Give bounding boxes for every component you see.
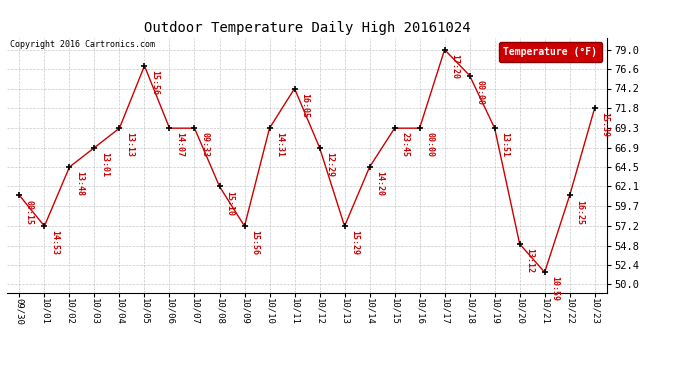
Text: 10:59: 10:59 bbox=[550, 276, 559, 302]
Text: 12:29: 12:29 bbox=[325, 152, 334, 177]
Text: 15:56: 15:56 bbox=[150, 70, 159, 95]
Text: 16:05: 16:05 bbox=[300, 93, 309, 118]
Text: 15:39: 15:39 bbox=[600, 112, 609, 137]
Text: Copyright 2016 Cartronics.com: Copyright 2016 Cartronics.com bbox=[10, 40, 155, 49]
Text: 00:00: 00:00 bbox=[475, 80, 484, 105]
Text: 16:25: 16:25 bbox=[575, 200, 584, 225]
Text: 13:01: 13:01 bbox=[100, 152, 109, 177]
Legend: Temperature (°F): Temperature (°F) bbox=[499, 42, 602, 62]
Text: 14:53: 14:53 bbox=[50, 230, 59, 255]
Text: 13:12: 13:12 bbox=[525, 248, 534, 273]
Text: 13:48: 13:48 bbox=[75, 171, 84, 196]
Text: 13:13: 13:13 bbox=[125, 132, 134, 158]
Text: 00:15: 00:15 bbox=[25, 200, 34, 225]
Text: 23:45: 23:45 bbox=[400, 132, 409, 158]
Text: 00:00: 00:00 bbox=[425, 132, 434, 158]
Text: 09:33: 09:33 bbox=[200, 132, 209, 158]
Text: 14:31: 14:31 bbox=[275, 132, 284, 158]
Text: 15:10: 15:10 bbox=[225, 190, 234, 216]
Title: Outdoor Temperature Daily High 20161024: Outdoor Temperature Daily High 20161024 bbox=[144, 21, 471, 35]
Text: 14:07: 14:07 bbox=[175, 132, 184, 158]
Text: 14:20: 14:20 bbox=[375, 171, 384, 196]
Text: 13:51: 13:51 bbox=[500, 132, 509, 158]
Text: 15:29: 15:29 bbox=[350, 230, 359, 255]
Text: 17:20: 17:20 bbox=[450, 54, 459, 79]
Text: 15:56: 15:56 bbox=[250, 230, 259, 255]
